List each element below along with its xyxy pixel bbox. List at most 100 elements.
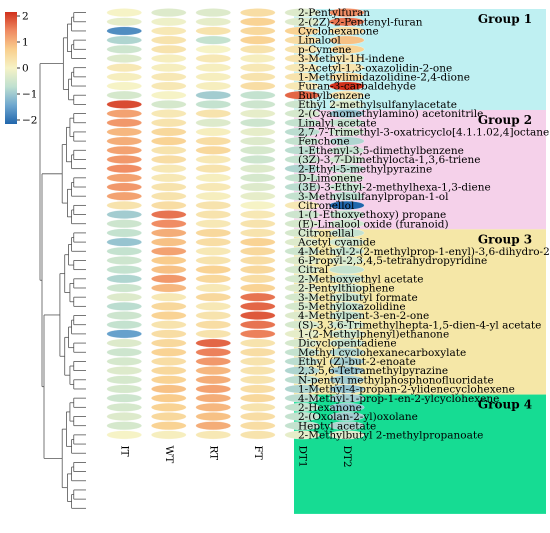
heatmap-cell xyxy=(329,164,365,174)
heatmap-cell xyxy=(284,384,320,394)
heatmap-cell xyxy=(240,44,276,54)
heatmap-cell xyxy=(151,283,187,293)
row-label: p-Cymene xyxy=(298,44,351,56)
heatmap-cell xyxy=(284,155,320,164)
heatmap-cell xyxy=(329,145,365,155)
heatmap-cell xyxy=(151,44,187,54)
heatmap-cell xyxy=(151,393,187,403)
heatmap-cell xyxy=(329,265,365,275)
heatmap-cell xyxy=(106,228,142,238)
heatmap-cell xyxy=(195,155,231,164)
row-label: Heptyl acetate xyxy=(298,420,376,432)
heatmap-cell xyxy=(240,8,276,17)
heatmap-cell xyxy=(195,265,231,275)
heatmap-cell xyxy=(284,81,320,91)
heatmap-cell xyxy=(284,421,320,431)
colorbar-tick-label: −2 xyxy=(22,115,37,127)
heatmap-cell xyxy=(240,219,276,229)
heatmap-cell xyxy=(329,338,365,348)
heatmap-cell xyxy=(151,200,187,210)
heatmap-cell xyxy=(195,228,231,238)
heatmap-cell xyxy=(329,274,365,284)
heatmap-cell xyxy=(284,375,320,385)
group-band-3 xyxy=(294,229,546,395)
heatmap-cell xyxy=(240,375,276,385)
heatmap-cell xyxy=(329,109,365,118)
heatmap-cell xyxy=(195,35,231,45)
heatmap-cell xyxy=(284,338,320,348)
heatmap-cell xyxy=(106,155,142,164)
heatmap-cell xyxy=(240,99,276,109)
heatmap-cell xyxy=(106,81,142,91)
row-label: 1-(1-Ethoxyethoxy) propane xyxy=(298,209,446,221)
heatmap-cell xyxy=(329,118,365,128)
heatmap-cell xyxy=(284,219,320,229)
row-label: Fenchone xyxy=(298,136,350,148)
heatmap-cell xyxy=(151,54,187,63)
heatmap-cell xyxy=(284,118,320,128)
row-label: 3-Methylbutyl formate xyxy=(298,292,418,304)
heatmap-cell xyxy=(195,200,231,210)
heatmap-cell xyxy=(151,145,187,155)
heatmap-cell xyxy=(195,256,231,265)
heatmap-cell xyxy=(284,44,320,54)
heatmap-cell xyxy=(240,81,276,91)
heatmap-cell xyxy=(240,182,276,192)
heatmap-cell xyxy=(195,430,231,440)
group-label-4: Group 4 xyxy=(478,398,532,412)
heatmap-cell xyxy=(195,26,231,36)
row-label: 5-Methyloxazolidine xyxy=(298,301,406,313)
heatmap-cell xyxy=(284,210,320,219)
heatmap-cell xyxy=(240,274,276,284)
heatmap-cell xyxy=(284,17,320,27)
row-label: 3-Acetyl-1,3-oxazolidin-2-one xyxy=(298,62,452,74)
heatmap-cell xyxy=(329,173,365,183)
heatmap-cell xyxy=(195,127,231,137)
heatmap-cell xyxy=(195,191,231,201)
group-label-3: Group 3 xyxy=(478,232,532,246)
heatmap-cell xyxy=(151,384,187,394)
heatmap-cell xyxy=(195,81,231,91)
heatmap-cell xyxy=(151,274,187,284)
heatmap-cell xyxy=(240,54,276,63)
heatmap-cell xyxy=(240,256,276,265)
heatmap-cell xyxy=(284,200,320,210)
heatmap-cell xyxy=(151,182,187,192)
heatmap-cell xyxy=(106,402,142,412)
heatmap-cell xyxy=(106,173,142,183)
heatmap-cell xyxy=(151,219,187,229)
heatmap-cell xyxy=(106,366,142,376)
heatmap-cell xyxy=(329,210,365,219)
heatmap-cell xyxy=(284,283,320,293)
heatmap-cell xyxy=(151,26,187,36)
heatmap-cell xyxy=(106,430,142,440)
heatmap-cell xyxy=(106,283,142,293)
heatmap-cell xyxy=(151,127,187,137)
heatmap-cell xyxy=(106,164,142,174)
heatmap-cell xyxy=(106,35,142,45)
heatmap-cell xyxy=(151,173,187,183)
heatmap-cell xyxy=(329,366,365,376)
heatmap-cell xyxy=(195,402,231,412)
heatmap-cell xyxy=(195,329,231,339)
heatmap-cell xyxy=(240,164,276,174)
heatmap-cell xyxy=(284,430,320,440)
row-dendrogram xyxy=(39,12,86,509)
row-label: 3-Methyl-1H-indene xyxy=(298,53,404,65)
heatmap-cell xyxy=(329,357,365,366)
row-label: 1-(2-Methylphenyl)ethanone xyxy=(298,328,449,340)
colorbar: 2 1 0 −1 −2 xyxy=(5,11,37,127)
heatmap-cell xyxy=(284,8,320,17)
heatmap-cell xyxy=(329,311,365,320)
heatmap-cell xyxy=(329,228,365,238)
heatmap-cell xyxy=(195,109,231,118)
row-label: 4-Methyl-2-(2-methylprop-1-enyl)-3,6-dih… xyxy=(298,246,550,258)
heatmap-cell xyxy=(284,182,320,192)
heatmap-cell xyxy=(284,191,320,201)
heatmap-cell xyxy=(151,99,187,109)
heatmap-cell xyxy=(240,265,276,275)
heatmap-cell xyxy=(240,384,276,394)
heatmap-cell xyxy=(106,26,142,36)
heatmap-cell xyxy=(240,145,276,155)
heatmap-cell xyxy=(240,155,276,164)
